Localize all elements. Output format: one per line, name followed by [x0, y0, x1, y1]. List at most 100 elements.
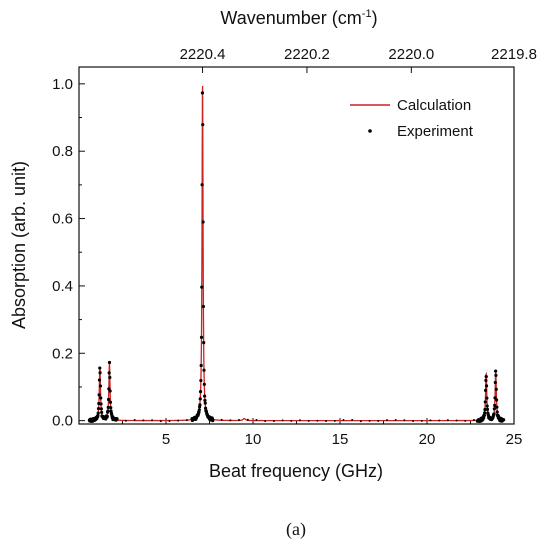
experiment-point: [96, 414, 100, 418]
experiment-point: [385, 419, 388, 422]
y-tick-label: 0.4: [52, 278, 73, 295]
experiment-point: [316, 419, 319, 422]
experiment-point: [203, 398, 207, 403]
experiment-point: [483, 411, 487, 415]
x2-axis-title-end: ): [372, 8, 378, 28]
experiment-point: [198, 390, 203, 394]
experiment-point: [246, 418, 249, 421]
experiment-point: [333, 419, 336, 422]
experiment-point: [403, 419, 406, 422]
experiment-point: [494, 369, 498, 373]
experiment-point: [485, 396, 489, 400]
legend-label-experiment: Experiment: [397, 123, 474, 140]
experiment-point: [485, 407, 490, 411]
experiment-point: [97, 378, 102, 382]
experiment-points: [87, 91, 506, 423]
experiment-point: [238, 419, 241, 422]
experiment-point: [494, 373, 498, 377]
experiment-point: [229, 419, 232, 422]
experiment-point: [116, 418, 119, 421]
experiment-point: [177, 419, 180, 422]
experiment-point: [203, 401, 207, 405]
experiment-point: [483, 407, 487, 412]
experiment-point: [211, 419, 215, 423]
experiment-point: [200, 183, 204, 187]
experiment-point: [99, 402, 103, 406]
experiment-point: [325, 419, 328, 422]
experiment-point: [105, 414, 109, 418]
experiment-point: [484, 378, 488, 383]
experiment-point: [484, 375, 488, 379]
experiment-point: [494, 387, 498, 391]
experiment-point: [255, 419, 258, 422]
x-tick-label: 25: [506, 431, 523, 448]
experiment-point: [495, 410, 499, 414]
experiment-point: [98, 366, 102, 370]
x-tick-label: 20: [419, 431, 436, 448]
experiment-point: [484, 384, 489, 388]
x-tick-label: 10: [245, 431, 262, 448]
experiment-point: [133, 419, 136, 422]
experiment-point: [483, 400, 487, 404]
panel-label: (a): [286, 519, 306, 540]
experiment-point: [201, 304, 205, 309]
experiment-point: [198, 403, 202, 407]
experiment-point: [199, 335, 204, 339]
experiment-point: [203, 394, 207, 398]
experiment-point: [197, 410, 201, 414]
experiment-point: [281, 419, 284, 422]
experiment-point: [351, 419, 354, 422]
experiment-point: [108, 389, 112, 393]
experiment-point: [394, 418, 397, 421]
experiment-point: [200, 285, 204, 289]
experiment-point: [97, 393, 101, 397]
experiment-point: [485, 404, 489, 408]
y-tick-label: 0.2: [52, 345, 73, 362]
experiment-point: [272, 420, 275, 423]
experiment-point: [220, 418, 223, 421]
experiment-point: [472, 419, 475, 422]
experiment-point: [199, 378, 203, 383]
experiment-point: [298, 419, 301, 422]
experiment-point: [202, 341, 206, 345]
experiment-point: [99, 407, 103, 411]
experiment-point: [412, 420, 415, 423]
experiment-point: [492, 412, 496, 416]
experiment-point: [464, 419, 467, 422]
y-tick-label: 0.8: [52, 143, 73, 160]
x2-axis-title-main: Wavenumber (cm: [220, 8, 361, 28]
experiment-point: [484, 388, 488, 392]
legend-label-calculation: Calculation: [397, 97, 471, 114]
experiment-point: [359, 420, 362, 423]
experiment-point: [108, 400, 113, 404]
experiment-point: [307, 419, 310, 422]
experiment-point: [96, 406, 101, 411]
experiment-point: [455, 419, 458, 422]
ticks-group: 5 10 15 20 25 0.0 0.2 0.4 0.6 0.8 1.0 2220.4 2220.2 2…: [52, 46, 537, 448]
experiment-point: [197, 408, 201, 412]
experiment-point: [100, 410, 104, 415]
experiment-point: [99, 396, 103, 400]
experiment-point: [106, 397, 111, 402]
experiment-point: [124, 419, 127, 422]
experiment-point: [200, 91, 205, 95]
experiment-point: [168, 420, 171, 422]
experiment-point: [368, 419, 371, 422]
experiment-point: [201, 123, 205, 127]
experiment-point: [495, 405, 499, 409]
experiment-point: [264, 419, 267, 422]
calculation-line: [89, 85, 506, 422]
experiment-point: [107, 360, 112, 365]
x2-tick-label: 2220.0: [388, 46, 434, 63]
y-axis-title: Absorption (arb. unit): [9, 161, 29, 329]
experiment-point: [493, 403, 497, 407]
x-axis-title: Beat frequency (GHz): [209, 461, 383, 481]
x2-axis-title-sup: -1: [362, 8, 372, 20]
experiment-point: [198, 397, 202, 401]
x2-tick-label: 2220.2: [284, 46, 330, 63]
y-tick-label: 0.6: [52, 211, 73, 228]
experiment-point: [109, 406, 113, 410]
x-tick-label: 5: [162, 431, 170, 448]
series-group: [87, 85, 506, 423]
